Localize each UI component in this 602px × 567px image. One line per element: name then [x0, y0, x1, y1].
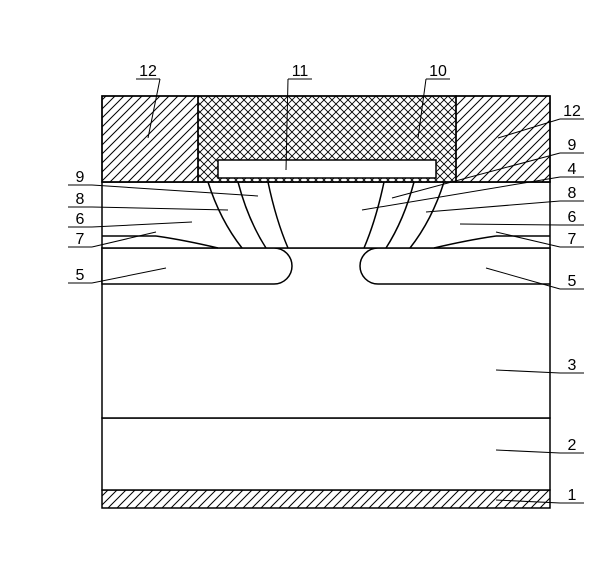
label-11: 11 [292, 63, 309, 80]
label-5: 5 [76, 267, 85, 284]
region-12-right [456, 96, 550, 182]
layer-1 [102, 490, 550, 508]
label-12: 12 [563, 103, 581, 120]
label-12: 12 [139, 63, 157, 80]
label-4: 4 [568, 161, 577, 178]
label-8: 8 [76, 191, 85, 208]
layer-5-left [102, 248, 292, 284]
label-3: 3 [568, 357, 577, 374]
label-7: 7 [568, 231, 577, 248]
diagram-svg: 12 11 10 12 9 4 8 6 7 5 3 2 1 9 8 6 7 5 [20, 20, 602, 547]
label-5: 5 [568, 273, 577, 290]
layer-2 [102, 418, 550, 490]
label-10: 10 [429, 63, 447, 80]
region-12-left [102, 96, 198, 182]
label-9: 9 [568, 137, 577, 154]
label-6: 6 [76, 211, 85, 228]
label-6: 6 [568, 209, 577, 226]
label-8: 8 [568, 185, 577, 202]
label-7: 7 [76, 231, 85, 248]
region-11 [218, 160, 436, 178]
layer-5-right [360, 248, 550, 284]
label-2: 2 [568, 437, 577, 454]
cross-section [102, 96, 550, 508]
label-9: 9 [76, 169, 85, 186]
label-1: 1 [568, 487, 577, 504]
